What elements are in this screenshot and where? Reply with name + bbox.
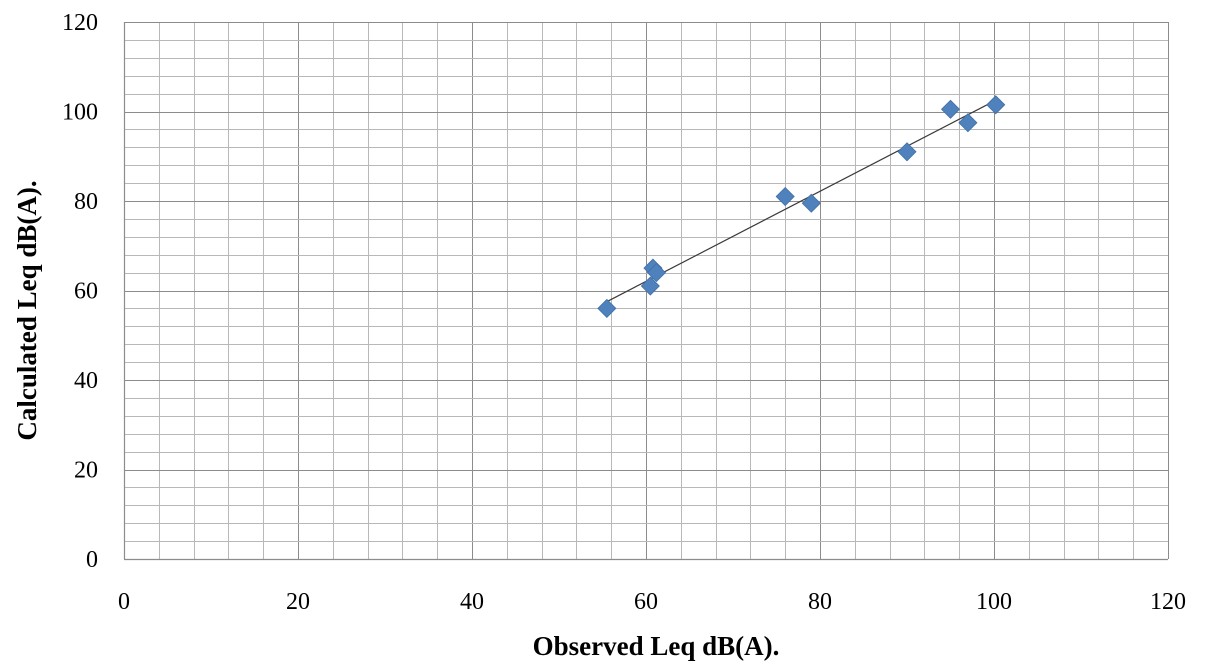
grid	[124, 22, 1169, 560]
y-tick-labels: 0 20 40 60 80 100 120	[62, 10, 98, 573]
data-point	[597, 298, 617, 318]
x-tick-labels: 0 20 40 60 80 100 120	[118, 589, 1186, 615]
x-tick-label: 120	[1150, 589, 1186, 615]
x-tick-label: 0	[118, 589, 130, 615]
x-axis-title: Observed Leq dB(A).	[533, 631, 780, 661]
data-points	[597, 95, 1006, 318]
y-tick-label: 20	[74, 458, 98, 484]
data-point	[775, 186, 795, 207]
axes	[123, 22, 1168, 561]
x-tick-label: 40	[460, 589, 484, 615]
x-tick-label: 60	[634, 589, 658, 615]
y-tick-label: 100	[62, 100, 98, 126]
data-point	[986, 95, 1006, 115]
x-tick-label: 100	[976, 589, 1012, 615]
y-tick-label: 120	[62, 10, 98, 36]
data-point	[897, 142, 917, 162]
x-tick-label: 80	[808, 589, 832, 615]
data-point	[940, 99, 961, 119]
data-point	[958, 113, 978, 133]
y-tick-label: 80	[74, 189, 98, 215]
data-point	[646, 263, 667, 283]
data-point	[801, 193, 821, 213]
y-tick-label: 0	[86, 547, 98, 573]
data-point	[640, 276, 660, 296]
trendline	[606, 99, 997, 303]
x-tick-label: 20	[286, 589, 310, 615]
y-axis-title: Calculated Leq dB(A).	[12, 180, 42, 440]
y-tick-label: 40	[74, 368, 98, 394]
y-tick-label: 60	[74, 279, 98, 305]
